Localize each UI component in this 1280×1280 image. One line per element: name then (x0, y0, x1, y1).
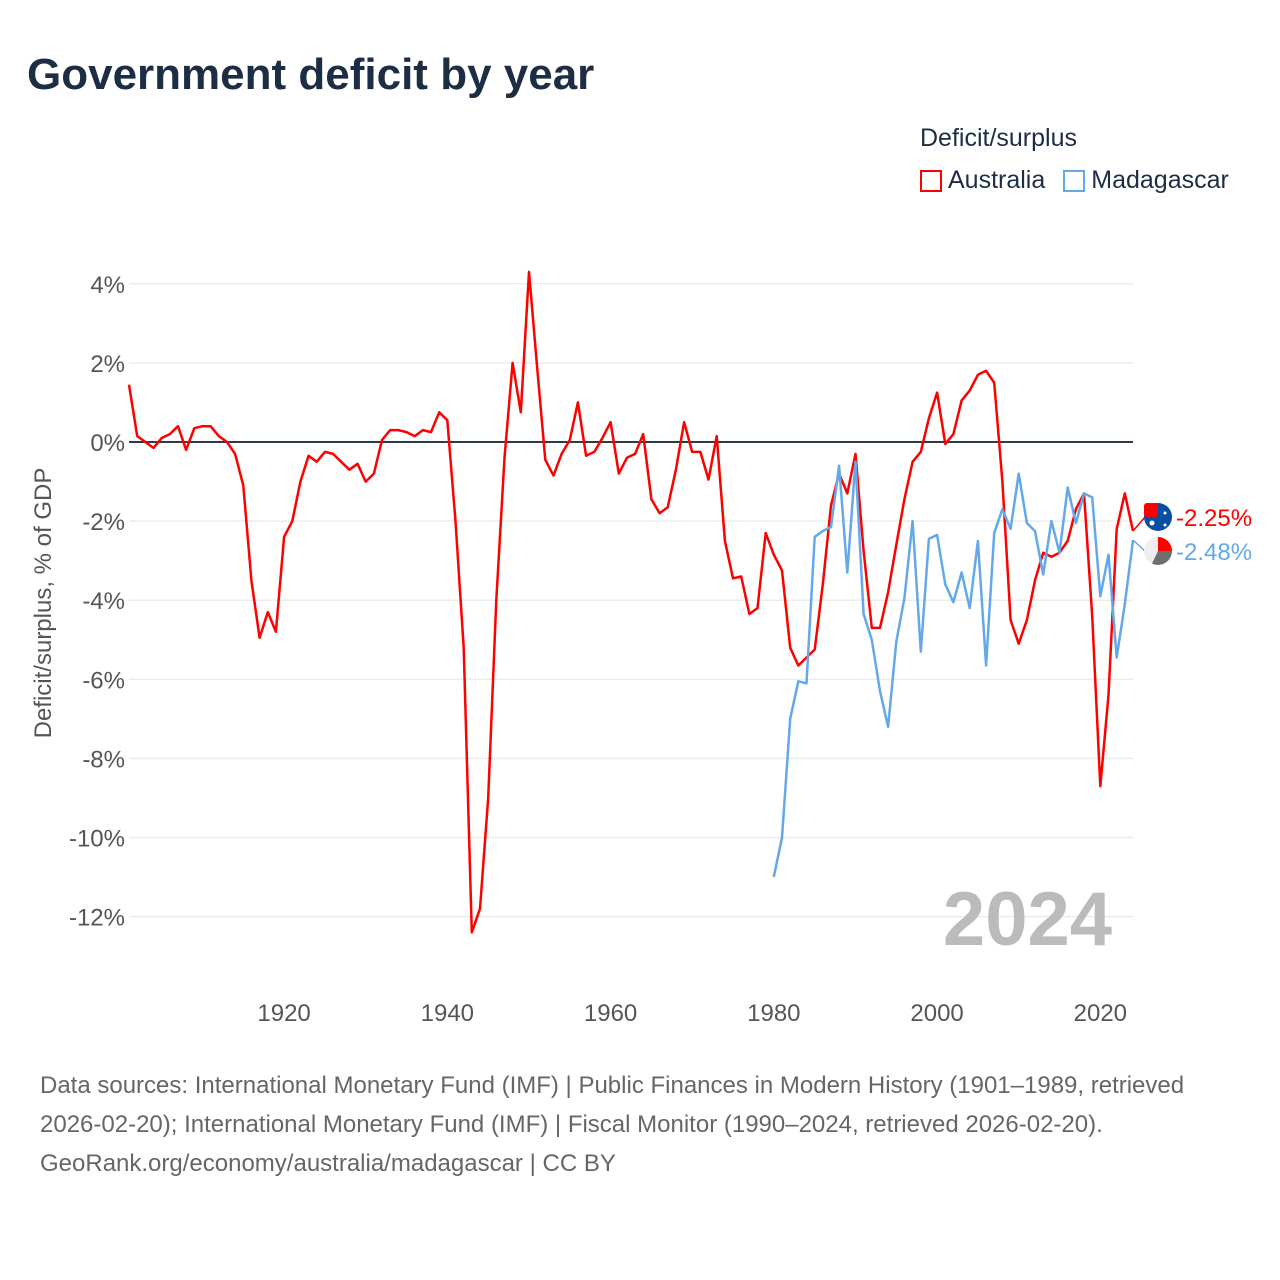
y-tick-label: 4% (90, 272, 125, 299)
flag-green-band (1152, 551, 1158, 565)
x-tick-label: 1960 (584, 1000, 637, 1027)
y-tick-label: -8% (82, 746, 125, 773)
flag-green-band (1158, 551, 1172, 565)
x-tick-label: 2020 (1074, 1000, 1127, 1027)
x-tick-label: 1940 (421, 1000, 474, 1027)
legend-swatch-madagascar (1063, 169, 1086, 192)
y-tick-label: 2% (90, 351, 125, 378)
y-tick-label: 0% (90, 430, 125, 457)
y-tick-label: -6% (82, 667, 125, 694)
y-tick-label: -4% (82, 588, 125, 615)
y-tick-label: -10% (69, 826, 125, 853)
x-tick-label: 2000 (910, 1000, 963, 1027)
flag-canton (1144, 503, 1158, 517)
y-tick-label: -2% (82, 509, 125, 536)
chart-title: Government deficit by year (27, 50, 595, 99)
end-value-label: -2.48% (1176, 539, 1252, 566)
flag-red-band (1158, 537, 1172, 551)
end-connector (1132, 539, 1146, 552)
legend-title: Deficit/surplus (920, 124, 1077, 152)
legend: Australia Madagascar (920, 166, 1229, 195)
y-axis-label: Deficit/surplus, % of GDP (30, 468, 57, 739)
x-tick-label: 1920 (257, 1000, 310, 1027)
end-value-label: -2.25% (1176, 505, 1252, 532)
data-sources: Data sources: International Monetary Fun… (40, 1072, 1185, 1138)
end-connector (1132, 516, 1146, 532)
legend-swatch-australia (920, 169, 942, 192)
footer: Data sources: International Monetary Fun… (40, 1066, 1240, 1183)
credit-link[interactable]: GeoRank.org/economy/australia/madagascar… (40, 1150, 616, 1177)
series-line-australia (127, 270, 1135, 934)
legend-item-australia[interactable]: Australia (920, 166, 1045, 195)
y-tick-label: -12% (69, 905, 125, 932)
flag-star (1163, 523, 1167, 527)
series-line-madagascar (772, 460, 1135, 878)
year-label: 2024 (943, 877, 1112, 962)
flag-star (1149, 520, 1155, 526)
flag-star (1163, 511, 1167, 515)
legend-item-madagascar[interactable]: Madagascar (1063, 166, 1229, 195)
legend-label: Madagascar (1091, 166, 1229, 194)
x-tick-label: 1980 (747, 1000, 800, 1027)
legend-label: Australia (948, 166, 1046, 194)
